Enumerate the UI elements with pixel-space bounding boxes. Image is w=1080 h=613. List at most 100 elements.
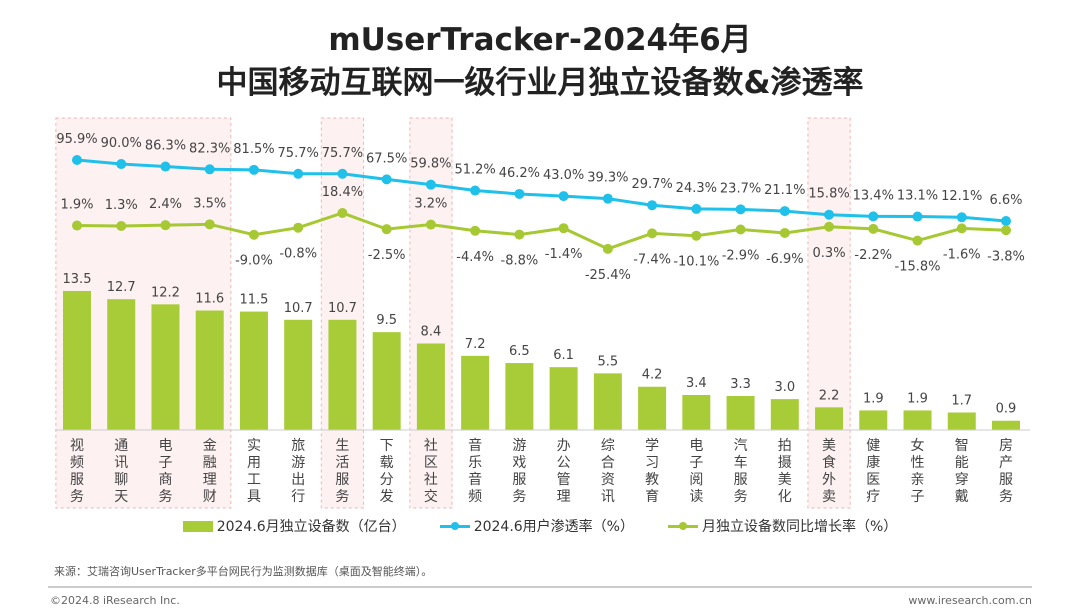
bar-value-label: 13.5 xyxy=(63,272,92,287)
bar-value-label: 4.2 xyxy=(642,368,663,383)
penetration-point xyxy=(912,211,923,222)
legend-line-swatch xyxy=(667,521,698,530)
penetration-value-label: 24.3% xyxy=(676,181,717,196)
category-label: 旅游出行 xyxy=(291,438,306,505)
bar-value-label: 3.4 xyxy=(686,376,707,391)
penetration-point xyxy=(514,188,525,199)
category-label: 房产服务 xyxy=(999,438,1013,505)
growth-value-label: -4.4% xyxy=(456,250,494,265)
penetration-value-label: 15.8% xyxy=(808,187,849,202)
category-label: 实用工具 xyxy=(246,438,261,505)
bar-value-label: 12.2 xyxy=(151,285,180,300)
growth-point xyxy=(558,223,569,234)
penetration-value-label: 6.6% xyxy=(989,193,1022,208)
highlighted-category-label: 美食外卖 xyxy=(822,438,837,505)
growth-point xyxy=(116,221,127,232)
penetration-value-label: 81.5% xyxy=(233,142,274,157)
category-label: 游戏服务 xyxy=(512,438,527,505)
website-link[interactable]: www.iresearch.com.cn xyxy=(908,594,1032,607)
highlighted-category-label: 生活服务 xyxy=(335,438,350,505)
growth-value-label: -6.9% xyxy=(766,252,804,267)
bar-value-label: 1.7 xyxy=(951,393,972,408)
highlighted-category-label: 电子商务 xyxy=(158,438,173,505)
penetration-point xyxy=(691,203,702,214)
penetration-value-label: 39.3% xyxy=(587,171,628,186)
legend-label: 2024.6用户渗透率（%） xyxy=(473,519,634,535)
penetration-value-label: 46.2% xyxy=(499,166,540,181)
category-label: 女性亲子 xyxy=(910,438,925,505)
highlighted-category-label: 社区社交 xyxy=(423,438,438,505)
bar xyxy=(63,290,91,430)
bar xyxy=(638,386,667,430)
growth-value-label: -2.5% xyxy=(368,248,406,263)
penetration-value-label: 82.3% xyxy=(189,141,230,156)
growth-value-label: -1.4% xyxy=(545,247,583,262)
bar xyxy=(682,394,711,430)
category-label: 学习教育 xyxy=(645,438,660,505)
growth-value-label: 0.3% xyxy=(813,246,846,261)
penetration-point xyxy=(868,211,879,222)
growth-value-label: -3.8% xyxy=(987,249,1025,264)
bar xyxy=(815,407,844,430)
bar xyxy=(284,319,313,430)
penetration-point xyxy=(779,206,790,217)
penetration-value-label: 23.7% xyxy=(720,181,761,196)
growth-value-label: -0.8% xyxy=(279,247,317,262)
penetration-point xyxy=(956,212,967,223)
penetration-point xyxy=(72,155,82,165)
growth-point xyxy=(691,230,702,241)
growth-value-label: -1.6% xyxy=(943,247,981,262)
growth-point xyxy=(248,229,259,240)
bar xyxy=(151,304,180,430)
category-label: 综合资讯 xyxy=(600,438,615,505)
penetration-point xyxy=(337,168,348,179)
growth-value-label: -2.2% xyxy=(854,248,892,263)
penetration-value-label: 95.9% xyxy=(56,132,97,147)
legend-item-bar: 2024.6月独立设备数（亿台） xyxy=(182,516,406,536)
bar xyxy=(505,363,534,430)
bar-value-label: 12.7 xyxy=(107,280,136,295)
bar-value-label: 9.5 xyxy=(376,313,397,328)
bar xyxy=(239,311,268,430)
bar-value-label: 10.7 xyxy=(284,301,313,316)
bar xyxy=(461,355,490,430)
legend-line-swatch xyxy=(439,521,470,530)
penetration-point xyxy=(824,209,835,220)
growth-point xyxy=(204,219,215,230)
penetration-point xyxy=(160,161,171,172)
category-label: 办公管理 xyxy=(556,438,571,505)
bar xyxy=(549,367,578,430)
category-label: 下载分发 xyxy=(379,438,394,505)
copyright: ©2024.8 iResearch Inc. xyxy=(50,594,180,607)
highlight-box xyxy=(320,117,365,509)
growth-point xyxy=(956,223,967,234)
growth-point xyxy=(735,224,746,235)
penetration-value-label: 12.1% xyxy=(941,189,982,204)
growth-point xyxy=(470,225,481,236)
growth-point xyxy=(647,228,658,239)
growth-value-label: -25.4% xyxy=(585,268,631,283)
penetration-value-label: 51.2% xyxy=(454,163,495,178)
penetration-value-label: 90.0% xyxy=(101,136,142,151)
growth-point xyxy=(72,220,82,231)
bar-value-label: 6.1 xyxy=(553,348,574,363)
category-label: 智能穿戴 xyxy=(954,438,969,505)
penetration-point xyxy=(735,204,746,215)
penetration-line xyxy=(76,158,1007,223)
chart-title-line2: 中国移动互联网一级行业月独立设备数&渗透率 xyxy=(216,65,864,101)
penetration-point xyxy=(116,159,127,170)
category-label: 拍摄美化 xyxy=(777,438,792,505)
penetration-value-label: 13.4% xyxy=(853,188,894,203)
penetration-value-label: 21.1% xyxy=(764,183,805,198)
growth-value-label: 2.4% xyxy=(149,197,182,212)
growth-value-label: -10.1% xyxy=(673,255,719,270)
bar xyxy=(372,332,401,430)
category-label: 音乐音频 xyxy=(468,438,483,505)
bar-value-label: 1.9 xyxy=(907,391,928,406)
bar-value-label: 1.9 xyxy=(863,391,884,406)
growth-value-label: 3.5% xyxy=(193,196,226,211)
growth-point xyxy=(160,220,171,231)
bar-value-label: 0.9 xyxy=(996,402,1017,417)
penetration-point xyxy=(1001,216,1011,226)
legend-label: 2024.6月独立设备数（亿台） xyxy=(216,519,406,535)
